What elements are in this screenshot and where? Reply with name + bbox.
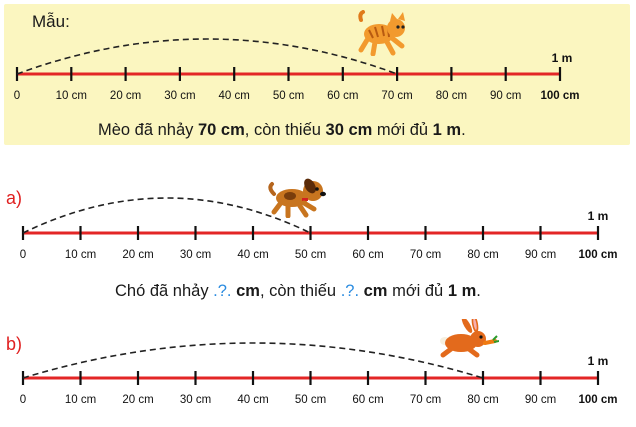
ruler-tick-label: 30 cm xyxy=(164,90,195,102)
part-b-label: b) xyxy=(6,334,23,354)
ruler-tick-label: 90 cm xyxy=(525,394,556,406)
ruler-tick-label: 50 cm xyxy=(295,394,326,406)
ruler-tick-label: 20 cm xyxy=(110,90,141,102)
ruler-tick-label: 50 cm xyxy=(273,90,304,102)
ruler-tick-label: 10 cm xyxy=(65,394,96,406)
ruler-tick-label: 10 cm xyxy=(56,90,87,102)
ruler-tick-label: 90 cm xyxy=(490,90,521,102)
ruler-tick-label: 60 cm xyxy=(327,90,358,102)
example-sentence: Mèo đã nhảy 70 cm, còn thiếu 30 cm mới đ… xyxy=(98,121,466,139)
ruler-a: 0 10 cm 20 cm 30 cm 40 cm 50 cm 60 cm 70 cm 80 c… xyxy=(20,197,618,261)
ruler-tick-label: 40 cm xyxy=(237,394,268,406)
ruler-tick-label: 100 cm xyxy=(578,394,617,406)
example-label: Mẫu: xyxy=(32,12,70,31)
ruler-tick-label: 50 cm xyxy=(295,249,326,261)
answer-blank-1[interactable]: .?. xyxy=(213,282,232,300)
ruler-tick-label: 80 cm xyxy=(467,249,498,261)
ruler-tick-label: 100 cm xyxy=(578,249,617,261)
ruler-tick-label: 70 cm xyxy=(410,394,441,406)
cat-icon xyxy=(357,10,409,61)
ruler-end-label: 1 m xyxy=(552,51,573,65)
ruler-tick-label: 90 cm xyxy=(525,249,556,261)
answer-blank-2[interactable]: .?. xyxy=(340,282,360,300)
jump-arc xyxy=(22,197,311,234)
ruler-tick-label: 0 xyxy=(20,249,26,261)
part-a-label: a) xyxy=(6,188,23,208)
ruler-tick-label: 30 cm xyxy=(180,249,211,261)
ruler-end-label: 1 m xyxy=(588,354,609,368)
ruler-tick-label: 100 cm xyxy=(540,90,579,102)
ruler-tick-label: 20 cm xyxy=(122,394,153,406)
part-a-sentence: Chó đã nhảy .?. cm, còn thiếu .?. cm mới… xyxy=(115,282,481,300)
ruler-end-label: 1 m xyxy=(588,209,609,223)
ruler-example: 0 10 cm 20 cm 30 cm 40 cm 50 cm 60 cm 70 cm 80 c… xyxy=(14,38,580,102)
ruler-tick-label: 20 cm xyxy=(122,249,153,261)
jump-arc xyxy=(16,38,398,75)
ruler-tick-label: 40 cm xyxy=(237,249,268,261)
jump-arc xyxy=(22,342,484,379)
ruler-tick-label: 40 cm xyxy=(219,90,250,102)
ruler-tick-label: 70 cm xyxy=(410,249,441,261)
ruler-tick-label: 70 cm xyxy=(381,90,412,102)
ruler-tick-label: 30 cm xyxy=(180,394,211,406)
ruler-tick-label: 0 xyxy=(20,394,26,406)
ruler-tick-label: 80 cm xyxy=(467,394,498,406)
ruler-tick-label: 10 cm xyxy=(65,249,96,261)
rabbit-icon xyxy=(433,315,500,366)
ruler-tick-label: 60 cm xyxy=(352,394,383,406)
dog-icon xyxy=(268,176,328,223)
ruler-tick-label: 80 cm xyxy=(436,90,467,102)
ruler-tick-label: 60 cm xyxy=(352,249,383,261)
ruler-tick-label: 0 xyxy=(14,90,20,102)
